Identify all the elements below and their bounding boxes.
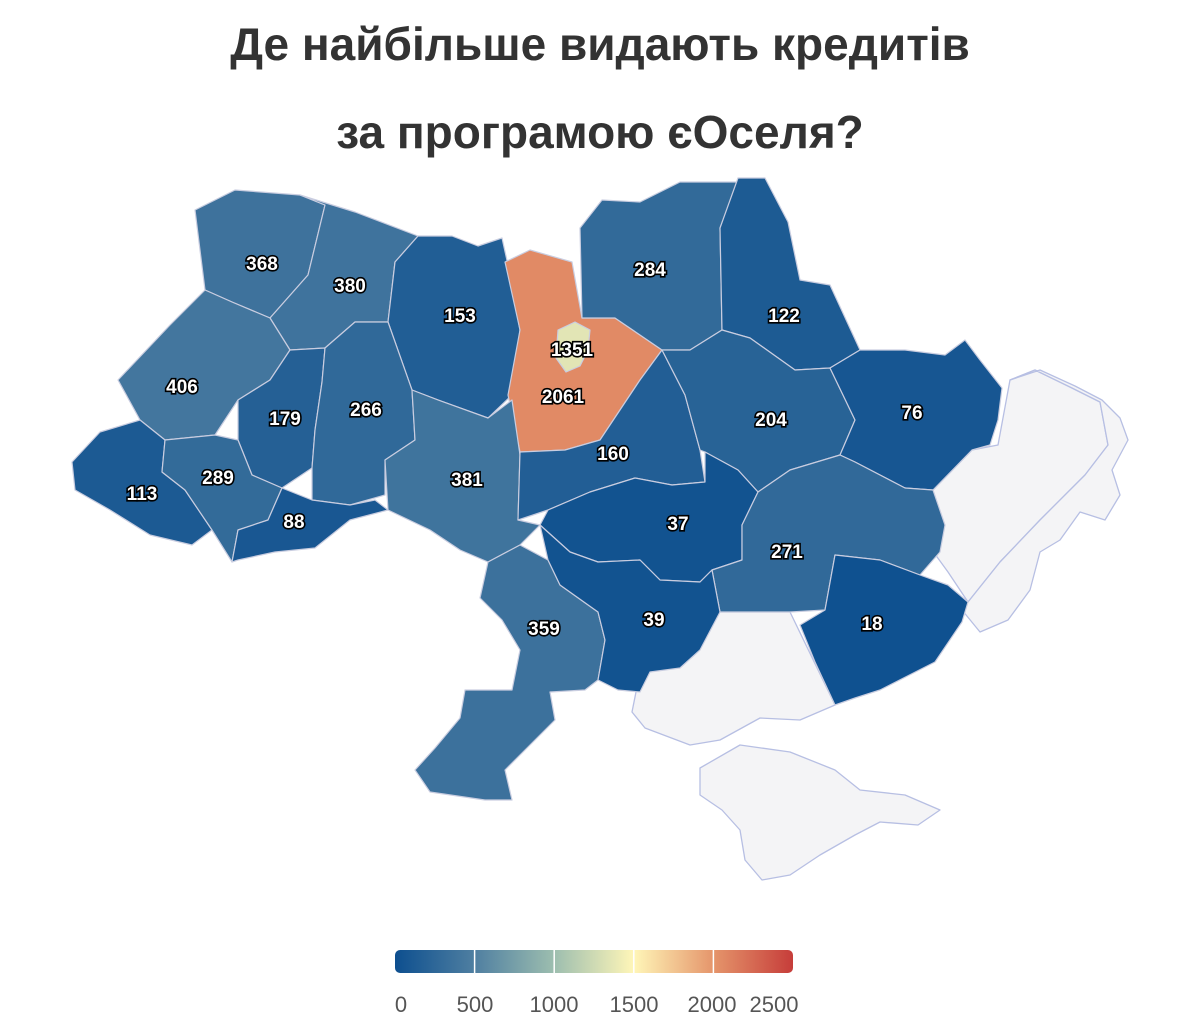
region-chernivtsi[interactable] xyxy=(231,487,389,563)
map-title: Де найбільше видають кредитів за програм… xyxy=(0,0,1200,176)
legend-tick-1000: 1000 xyxy=(530,992,579,1017)
value-label-cherkasy: 160 xyxy=(597,444,629,465)
value-label-zakarpattia: 113 xyxy=(127,484,158,505)
value-label-zhytomyr: 153 xyxy=(444,306,476,327)
value-label-dnipropetrovsk: 271 xyxy=(771,542,803,563)
region-zakarpattia[interactable] xyxy=(71,419,213,546)
region-lviv[interactable] xyxy=(117,289,291,441)
value-label-kyiv-city: 1351 xyxy=(551,340,594,361)
region-value-labels: 368 380 153 1351 2061 284 122 406 179 26… xyxy=(125,252,924,641)
value-label-ternopil: 179 xyxy=(269,409,301,430)
legend-tick-1500: 1500 xyxy=(610,992,659,1017)
legend-tick-2000: 2000 xyxy=(688,992,737,1017)
region-khmelnytskyi[interactable] xyxy=(311,321,416,506)
legend-tick-labels: 0 500 1000 1500 2000 2500 xyxy=(395,992,799,1017)
value-label-ivano-frankivsk: 289 xyxy=(202,468,234,489)
legend-tick-500: 500 xyxy=(457,992,494,1017)
value-label-rivne: 380 xyxy=(334,276,366,297)
value-label-kirovohrad: 37 xyxy=(667,514,688,535)
region-crimea[interactable] xyxy=(699,744,941,881)
color-legend: 0 500 1000 1500 2000 2500 xyxy=(395,950,799,1017)
regions-layer xyxy=(71,177,1129,881)
value-label-khmelnytskyi: 266 xyxy=(350,400,382,421)
value-label-odesa: 359 xyxy=(528,619,560,640)
value-label-lviv: 406 xyxy=(166,377,198,398)
value-label-kyiv-oblast: 2061 xyxy=(542,387,585,408)
value-label-chernivtsi: 88 xyxy=(283,512,304,533)
legend-tick-2500: 2500 xyxy=(750,992,799,1017)
value-label-sumy: 122 xyxy=(768,306,800,327)
region-luhansk[interactable] xyxy=(961,369,1129,633)
value-label-vinnytsia: 381 xyxy=(451,470,483,491)
value-label-zaporizhzhia: 18 xyxy=(861,614,882,635)
map-title-line-1: Де найбільше видають кредитів xyxy=(230,18,970,70)
legend-tick-0: 0 xyxy=(395,992,407,1017)
region-kyiv-city[interactable] xyxy=(555,321,591,373)
region-mykolaiv[interactable] xyxy=(539,524,721,693)
value-label-volyn: 368 xyxy=(246,254,278,275)
value-label-mykolaiv: 39 xyxy=(643,610,664,631)
value-label-chernihiv: 284 xyxy=(634,260,666,281)
value-label-kharkiv: 76 xyxy=(901,403,922,424)
region-zaporizhzhia[interactable] xyxy=(799,554,969,706)
legend-dividers xyxy=(473,950,715,973)
map-title-line-2: за програмою єОселя? xyxy=(336,106,864,158)
value-label-poltava: 204 xyxy=(755,410,787,431)
legend-color-bar xyxy=(395,950,793,973)
